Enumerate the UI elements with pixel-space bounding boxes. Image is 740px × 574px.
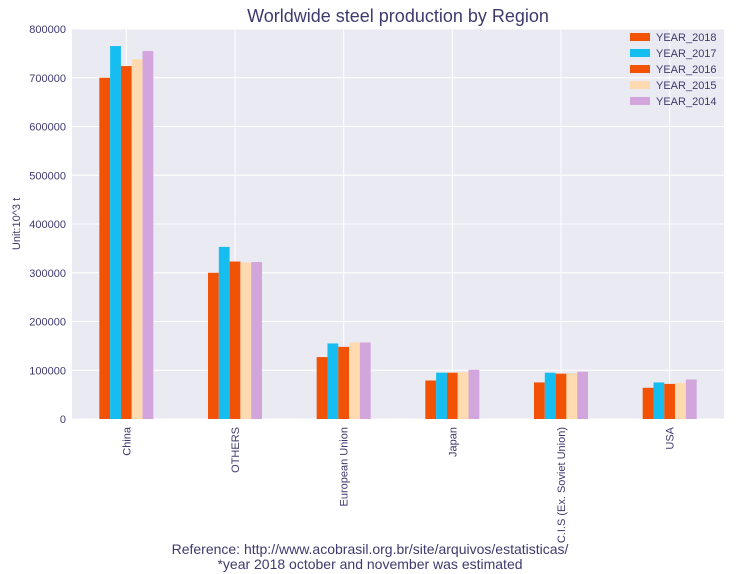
legend-swatch	[630, 81, 650, 89]
bar-year_2018-4	[534, 382, 545, 419]
legend-label: YEAR_2016	[656, 64, 717, 76]
bar-year_2016-3	[446, 372, 458, 419]
x-tick-label: USA	[665, 426, 677, 449]
bar-year_2016-1	[229, 261, 241, 419]
y-tick-label: 0	[60, 414, 66, 426]
bars	[99, 46, 697, 420]
bar-year_2015-0	[131, 59, 143, 419]
bar-year_2017-4	[544, 372, 556, 419]
x-tick-label: China	[121, 426, 133, 456]
bar-year_2018-0	[99, 77, 111, 419]
bar-year_2017-2	[327, 343, 339, 419]
bar-year_2015-5	[675, 382, 686, 419]
bar-year_2017-0	[110, 46, 121, 419]
bar-year_2018-5	[642, 387, 654, 419]
y-tick-label: 600000	[29, 122, 66, 134]
legend-swatch	[630, 49, 650, 57]
bar-year_2015-3	[457, 372, 469, 419]
bar-year_2015-1	[240, 262, 252, 419]
bar-year_2014-5	[685, 379, 697, 419]
y-tick-labels: 0 100000 200000 300000 400000 500000 600000 700…	[29, 24, 66, 426]
bar-year_2016-2	[338, 346, 350, 419]
y-axis-label: Unit:10^3 t	[11, 198, 23, 250]
legend-swatch	[630, 97, 650, 105]
bar-year_2018-3	[425, 380, 437, 419]
y-tick-label: 700000	[29, 73, 66, 85]
y-tick-label: 200000	[29, 317, 66, 329]
x-tick-label: OTHERS	[230, 427, 242, 473]
y-tick-label: 300000	[29, 268, 66, 280]
legend-label: YEAR_2015	[656, 80, 717, 92]
bar-year_2016-0	[120, 66, 132, 420]
bar-year_2017-1	[218, 246, 230, 419]
legend-label: YEAR_2014	[656, 96, 717, 108]
x-tick-label: European Union	[339, 427, 351, 507]
legend-swatch	[630, 65, 650, 73]
y-tick-label: 800000	[29, 24, 66, 36]
bar-year_2014-1	[251, 262, 262, 419]
estimate-footnote: *year 2018 october and november was esti…	[217, 556, 523, 572]
bar-year_2016-5	[664, 383, 676, 419]
bar-year_2014-2	[359, 342, 371, 419]
bar-year_2014-3	[468, 369, 480, 419]
legend-label: YEAR_2018	[656, 32, 717, 44]
x-tick-label: Japan	[447, 427, 459, 457]
bar-year_2014-0	[142, 50, 154, 419]
x-tick-labels: China OTHERS European Union Japan C.I.S (Ex.…	[121, 426, 676, 543]
bar-year_2015-2	[349, 342, 360, 419]
y-tick-label: 100000	[29, 365, 66, 377]
y-tick-label: 500000	[29, 170, 66, 182]
bar-year_2015-4	[566, 373, 578, 419]
legend: YEAR_2018 YEAR_2017 YEAR_2016 YEAR_2015 YEAR…	[630, 32, 717, 108]
bar-year_2017-5	[653, 382, 665, 419]
legend-swatch	[630, 33, 650, 41]
y-tick-label: 400000	[29, 219, 66, 231]
bar-year_2014-4	[577, 371, 588, 419]
chart-title: Worldwide steel production by Region	[247, 6, 549, 26]
legend-label: YEAR_2017	[656, 48, 717, 60]
bar-year_2018-2	[316, 357, 328, 419]
bar-year_2017-3	[436, 372, 447, 419]
bar-year_2018-1	[208, 272, 219, 419]
x-tick-label: C.I.S (Ex. Soviet Union)	[556, 427, 568, 543]
bar-year_2016-4	[555, 373, 567, 419]
reference-footnote: Reference: http://www.acobrasil.org.br/s…	[171, 541, 569, 557]
